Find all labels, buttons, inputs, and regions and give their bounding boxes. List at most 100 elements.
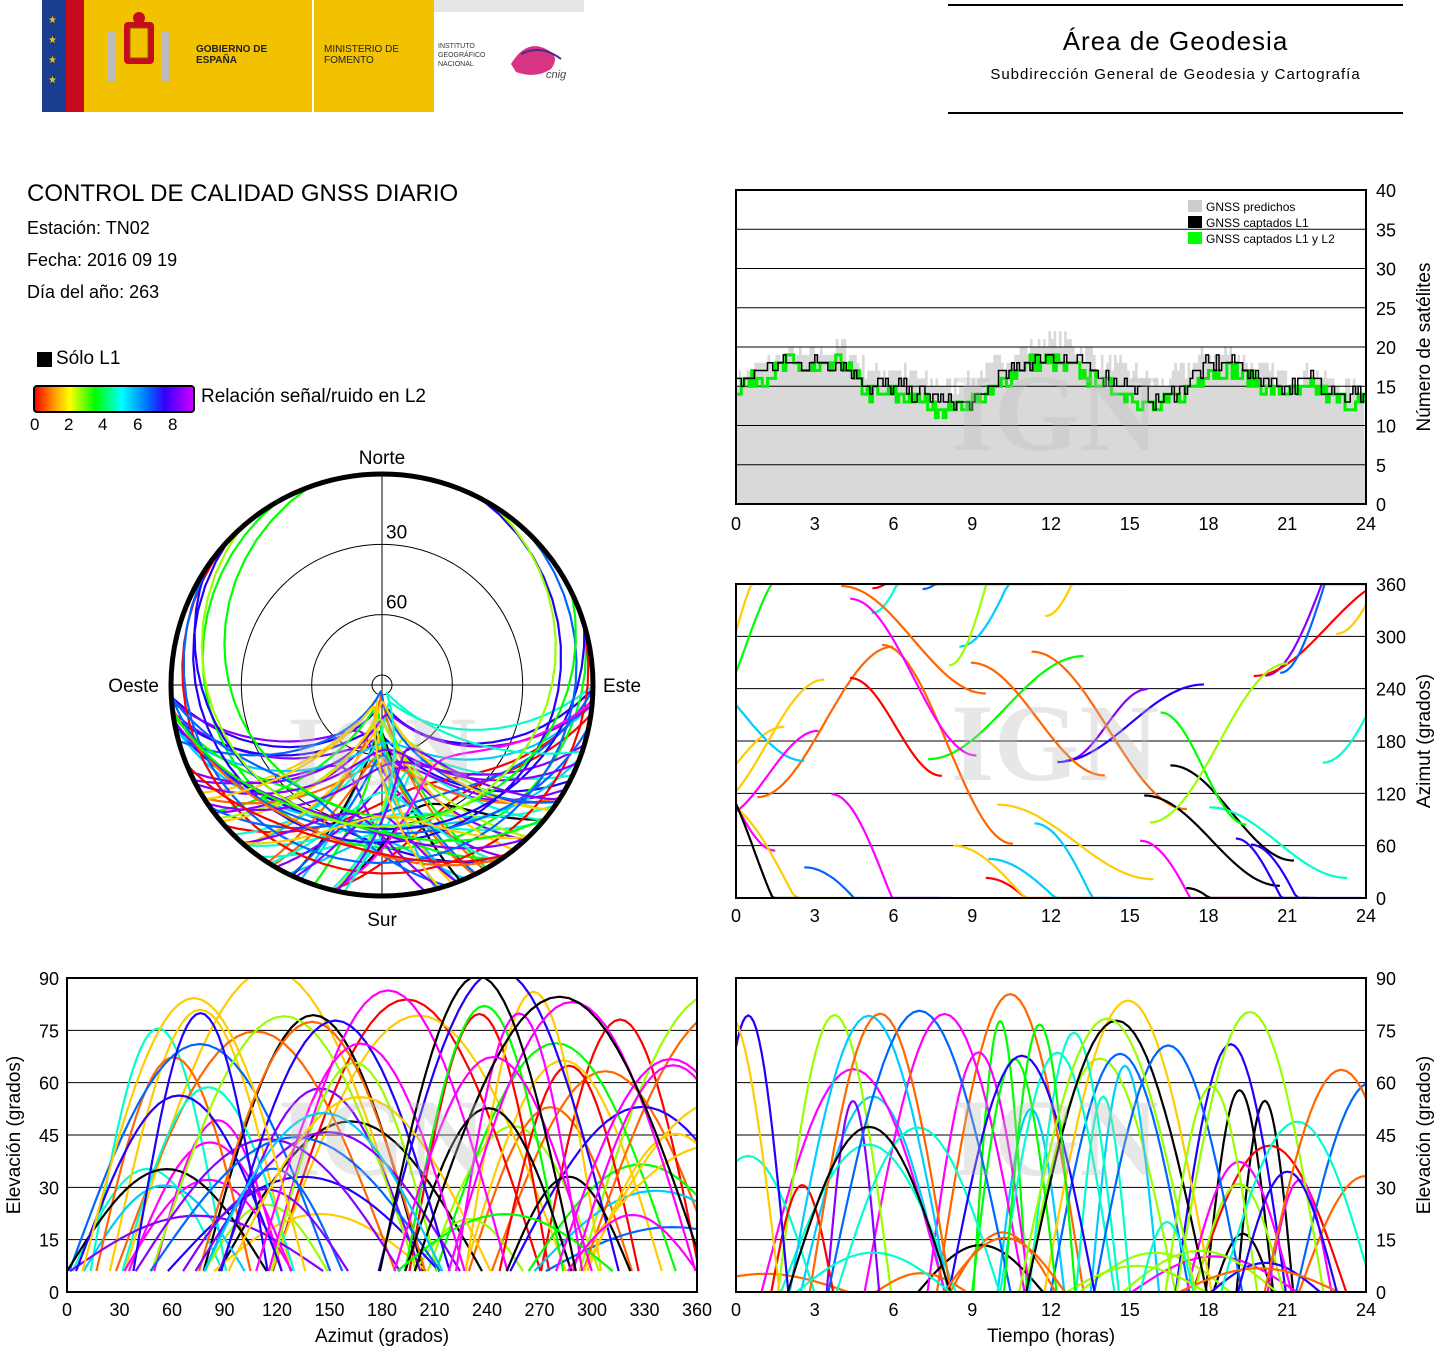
watermark-text: IGN — [951, 682, 1159, 804]
satellite-track — [736, 1154, 816, 1292]
satellite-track — [736, 1014, 790, 1292]
satellite-track — [82, 1184, 246, 1272]
satellite-track — [396, 1212, 614, 1272]
north-label: Norte — [359, 448, 405, 469]
satellite-track — [134, 1138, 401, 1272]
area-subtitle: Subdirección General de Geodesia y Carto… — [990, 66, 1361, 83]
satellite-track — [736, 1019, 781, 1292]
satellite-track — [330, 768, 544, 891]
satellite-track — [736, 678, 825, 793]
satellite-track — [1322, 713, 1366, 764]
y-tick-label: 15 — [1376, 1231, 1396, 1251]
y-tick-label: 0 — [1376, 889, 1386, 909]
satellite-track — [447, 1000, 697, 1272]
satellite-track — [736, 806, 869, 898]
satellite-track — [1253, 589, 1366, 678]
satellite-track — [582, 1106, 697, 1272]
x-axis-label: Tiempo (horas) — [987, 1326, 1115, 1347]
x-tick-label: 24 — [1356, 1300, 1376, 1320]
cnig-swirl-icon: cnig — [511, 46, 567, 81]
satellite-track — [1045, 584, 1132, 618]
satellite-track — [1057, 683, 1204, 764]
x-tick-label: 6 — [888, 1300, 898, 1320]
x-tick-label: 15 — [1120, 1300, 1140, 1320]
x-tick-label: 150 — [314, 1300, 344, 1320]
satellite-track — [244, 722, 515, 851]
satellite-track — [178, 689, 558, 804]
x-tick-label: 9 — [967, 1300, 977, 1320]
satellite-track — [1263, 1068, 1366, 1292]
y-tick-label: 20 — [1376, 338, 1396, 358]
satellite-track — [1093, 1044, 1244, 1292]
satellite-track — [1144, 794, 1280, 887]
satellite-count-chart: 0 5 10 15 20 25 30 35 40 0 3 6 9 12 15 18 21 24 IGN GNSS pr… — [731, 181, 1435, 534]
y-tick-label: 75 — [1376, 1021, 1396, 1041]
satellite-track — [871, 584, 963, 615]
satellite-track — [294, 813, 458, 884]
satellite-track — [770, 1184, 835, 1292]
satellite-track — [947, 1054, 1096, 1292]
satellite-track — [736, 703, 805, 763]
satellite-track — [1049, 1052, 1191, 1292]
west-label: Oeste — [108, 676, 159, 697]
x-tick-label: 21 — [1277, 906, 1297, 926]
satellite-track — [223, 485, 577, 819]
satellite-track — [757, 645, 894, 799]
x-tick-label: 3 — [810, 514, 820, 534]
satellite-track — [827, 1009, 1012, 1292]
legend-label: GNSS captados L1 — [1206, 216, 1309, 230]
satellite-track — [171, 706, 503, 867]
y-tick-label: 5 — [1376, 456, 1386, 476]
l1-label: Sólo L1 — [56, 348, 121, 369]
satellite-track — [1018, 1017, 1197, 1292]
satellite-track — [1209, 806, 1348, 879]
snr-tick: 6 — [133, 415, 143, 434]
ign-logo: INSTITUTO GEOGRÁFICO NACIONAL cnig — [434, 0, 584, 112]
satellite-track — [985, 876, 1110, 898]
satellite-track — [736, 802, 776, 852]
gobierno-logo: GOBIERNO DE ESPAÑA — [66, 0, 312, 112]
y-axis-label: Elevación (grados) — [4, 1056, 25, 1214]
satellite-track — [571, 1064, 697, 1272]
x-tick-label: 6 — [888, 906, 898, 926]
y-tick-label: 40 — [1376, 181, 1396, 201]
plot-frame — [735, 977, 1367, 1293]
satellite-track — [863, 1012, 1026, 1292]
y-tick-label: 75 — [39, 1021, 59, 1041]
x-tick-label: 21 — [1277, 1300, 1297, 1320]
satellite-track — [926, 1051, 1031, 1292]
satellite-track — [95, 1056, 252, 1272]
satellite-track — [999, 1051, 1116, 1292]
satellite-track — [566, 1213, 697, 1272]
satellite-track — [736, 801, 800, 898]
legend-label: GNSS captados L1 y L2 — [1206, 232, 1335, 246]
satellite-track — [1250, 843, 1362, 898]
x-tick-label: 18 — [1198, 514, 1218, 534]
satellite-track — [527, 1163, 697, 1272]
satellite-track — [948, 584, 1029, 667]
date-label: Fecha: 2016 09 19 — [27, 250, 178, 270]
snr-tick: 0 — [30, 415, 40, 434]
y-tick-label: 60 — [1376, 1074, 1396, 1094]
instituto-label: INSTITUTO GEOGRÁFICO NACIONAL — [438, 43, 486, 68]
snr-tick: 2 — [64, 415, 74, 434]
legend-label: GNSS predichos — [1206, 200, 1295, 214]
y-tick-label: 60 — [1376, 837, 1396, 857]
legend-swatch — [1188, 216, 1202, 228]
satellite-track — [200, 506, 557, 828]
satellite-track — [776, 1013, 893, 1292]
east-label: Este — [603, 676, 641, 697]
satellite-track — [1295, 1082, 1366, 1292]
header-logos: ★ ★ ★ ★ GOBIERNO DE ESPAÑA MINISTERIO DE F… — [42, 0, 584, 112]
plot-frame — [735, 583, 1367, 899]
satellite-track — [336, 747, 560, 892]
legend-swatch — [1188, 232, 1202, 244]
satellite-track — [1025, 1019, 1208, 1292]
satellite-track — [1336, 602, 1366, 635]
satellite-track — [195, 748, 579, 796]
x-tick-label: 360 — [682, 1300, 712, 1320]
satellite-track — [959, 584, 1085, 648]
satellite-track — [267, 989, 509, 1272]
y-axis-label: Número de satélites — [1414, 263, 1435, 432]
satellite-track — [736, 729, 819, 814]
